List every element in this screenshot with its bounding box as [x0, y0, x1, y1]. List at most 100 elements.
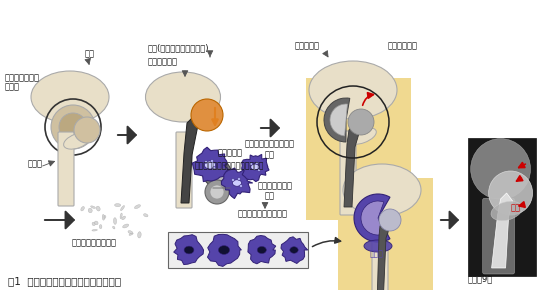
FancyBboxPatch shape	[168, 232, 308, 268]
Circle shape	[238, 177, 240, 180]
Ellipse shape	[88, 208, 92, 213]
Circle shape	[191, 99, 223, 131]
Circle shape	[74, 117, 100, 143]
FancyBboxPatch shape	[338, 178, 433, 290]
Circle shape	[205, 180, 229, 204]
Polygon shape	[192, 147, 228, 182]
Ellipse shape	[120, 213, 122, 219]
Circle shape	[348, 109, 374, 135]
FancyBboxPatch shape	[340, 131, 356, 215]
Ellipse shape	[348, 128, 376, 144]
Text: 破骨細胞の形成・活性: 破骨細胞の形成・活性	[238, 209, 288, 218]
Ellipse shape	[128, 231, 133, 234]
Ellipse shape	[113, 226, 115, 229]
Ellipse shape	[364, 240, 392, 252]
Ellipse shape	[134, 205, 140, 209]
Ellipse shape	[218, 246, 230, 254]
Ellipse shape	[113, 218, 117, 224]
Ellipse shape	[103, 215, 106, 219]
Ellipse shape	[145, 72, 220, 122]
Polygon shape	[181, 117, 198, 203]
Ellipse shape	[184, 246, 194, 254]
Circle shape	[203, 159, 231, 187]
Ellipse shape	[290, 247, 298, 253]
Ellipse shape	[138, 232, 141, 238]
Text: 寛骨臼ライナー（ポリエチレン）: 寛骨臼ライナー（ポリエチレン）	[195, 161, 265, 170]
Ellipse shape	[99, 225, 102, 229]
Ellipse shape	[92, 229, 97, 231]
Text: 摩耗粉の発生: 摩耗粉の発生	[388, 41, 418, 50]
Polygon shape	[242, 154, 269, 182]
Polygon shape	[377, 221, 390, 290]
Circle shape	[489, 171, 532, 215]
Ellipse shape	[257, 246, 266, 253]
Polygon shape	[248, 235, 276, 264]
Wedge shape	[330, 104, 347, 136]
Circle shape	[213, 169, 221, 177]
Text: 図1  人工股関節手術と弛みの発生機序: 図1 人工股関節手術と弛みの発生機序	[8, 276, 121, 286]
Ellipse shape	[144, 214, 148, 217]
Ellipse shape	[92, 222, 95, 226]
FancyBboxPatch shape	[306, 78, 411, 220]
FancyBboxPatch shape	[176, 132, 192, 208]
Circle shape	[205, 160, 207, 164]
Ellipse shape	[64, 133, 90, 149]
Ellipse shape	[96, 206, 100, 211]
Circle shape	[258, 168, 260, 171]
Ellipse shape	[102, 214, 105, 220]
Circle shape	[379, 209, 401, 231]
Circle shape	[51, 105, 95, 149]
Wedge shape	[324, 98, 350, 142]
Polygon shape	[344, 124, 360, 207]
Polygon shape	[174, 235, 204, 264]
Ellipse shape	[120, 206, 125, 211]
Text: 骨頭(金属・セラミックス): 骨頭(金属・セラミックス)	[148, 43, 210, 52]
FancyBboxPatch shape	[58, 132, 74, 206]
Ellipse shape	[81, 206, 84, 211]
Circle shape	[255, 162, 259, 164]
Circle shape	[211, 160, 213, 162]
Ellipse shape	[471, 139, 530, 199]
Ellipse shape	[91, 206, 96, 209]
FancyBboxPatch shape	[372, 227, 388, 290]
Text: 大腿骨: 大腿骨	[28, 159, 43, 168]
Ellipse shape	[251, 164, 259, 170]
Ellipse shape	[114, 204, 121, 207]
Text: 股関節: 股関節	[5, 82, 20, 91]
Polygon shape	[207, 234, 241, 267]
Ellipse shape	[123, 224, 129, 228]
Text: 機能を喪失した: 機能を喪失した	[5, 73, 40, 82]
Circle shape	[213, 166, 215, 169]
FancyBboxPatch shape	[483, 198, 515, 274]
Ellipse shape	[205, 161, 215, 169]
Circle shape	[208, 164, 226, 182]
Text: 貪食: 貪食	[265, 150, 275, 159]
Text: 骨吸収: 骨吸収	[370, 249, 384, 258]
Text: 産生: 産生	[265, 191, 275, 200]
Text: 弛み: 弛み	[510, 204, 520, 213]
Circle shape	[232, 179, 234, 182]
Text: 手術後9年: 手術後9年	[468, 274, 493, 283]
Ellipse shape	[343, 164, 421, 216]
Polygon shape	[281, 237, 308, 264]
Text: サイトカインの: サイトカインの	[258, 181, 293, 190]
Ellipse shape	[94, 221, 98, 225]
Text: 臼蓋シェル: 臼蓋シェル	[218, 148, 243, 157]
Ellipse shape	[129, 233, 133, 235]
Ellipse shape	[31, 71, 109, 123]
Circle shape	[249, 162, 253, 166]
Circle shape	[240, 184, 242, 188]
Text: ポリエチレン摩耗粉: ポリエチレン摩耗粉	[72, 238, 117, 247]
Wedge shape	[354, 194, 390, 242]
FancyBboxPatch shape	[468, 138, 536, 276]
Text: 骨盤: 骨盤	[85, 49, 95, 58]
Wedge shape	[361, 201, 384, 235]
Polygon shape	[221, 168, 253, 199]
Text: 人工股関節: 人工股関節	[295, 41, 320, 50]
Text: マクロファージによる: マクロファージによる	[245, 139, 295, 148]
Polygon shape	[491, 193, 512, 268]
Circle shape	[210, 185, 224, 199]
Ellipse shape	[491, 201, 522, 221]
Ellipse shape	[122, 216, 125, 220]
Ellipse shape	[309, 61, 397, 119]
